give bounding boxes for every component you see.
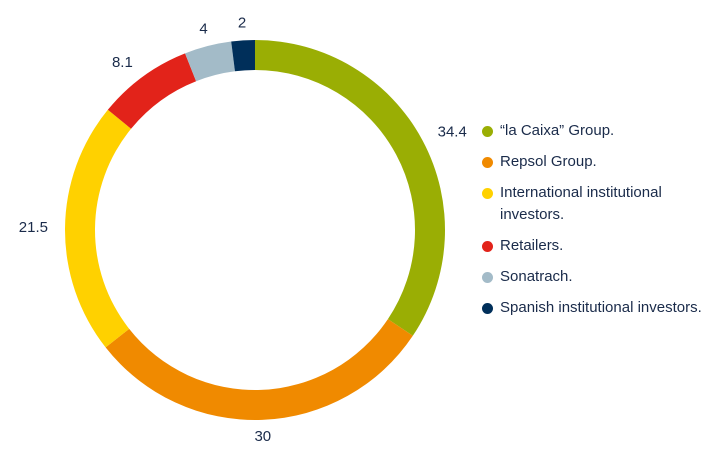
legend-item: Retailers. [482, 235, 702, 257]
chart: 34.4 30 21.5 8.1 4 2 [19, 14, 467, 445]
legend-item: Repsol Group. [482, 151, 702, 173]
legend-swatch [482, 303, 493, 314]
data-label: 21.5 [19, 219, 48, 236]
legend-item: “la Caixa” Group. [482, 120, 702, 142]
legend-item: Spanish institutional investors. [482, 297, 702, 319]
legend-swatch [482, 126, 493, 137]
donut-segment [255, 40, 446, 336]
donut-segment [64, 109, 132, 348]
legend-label: Retailers. [500, 237, 564, 254]
data-label: 34.4 [438, 124, 467, 141]
data-label: 4 [199, 20, 207, 37]
data-label: 30 [254, 428, 271, 445]
data-label: 2 [238, 14, 246, 31]
legend-swatch [482, 272, 493, 283]
data-label: 8.1 [112, 54, 133, 71]
donut-segment [231, 40, 255, 72]
legend-label: Sonatrach. [500, 268, 573, 285]
donut-segment [107, 53, 197, 129]
legend-swatch [482, 241, 493, 252]
legend-item: Sonatrach. [482, 266, 702, 288]
legend-label: Spanish institutional investors. [500, 299, 702, 316]
legend-label: International institutional investors. [500, 184, 662, 223]
legend-label: “la Caixa” Group. [500, 122, 615, 139]
legend-swatch [482, 188, 493, 199]
legend: “la Caixa” Group. Repsol Group. Internatio… [482, 120, 702, 328]
donut-segment [105, 319, 413, 421]
donut-segment [185, 41, 235, 82]
legend-swatch [482, 157, 493, 168]
legend-item: International institutional investors. [482, 182, 702, 226]
legend-label: Repsol Group. [500, 153, 597, 170]
